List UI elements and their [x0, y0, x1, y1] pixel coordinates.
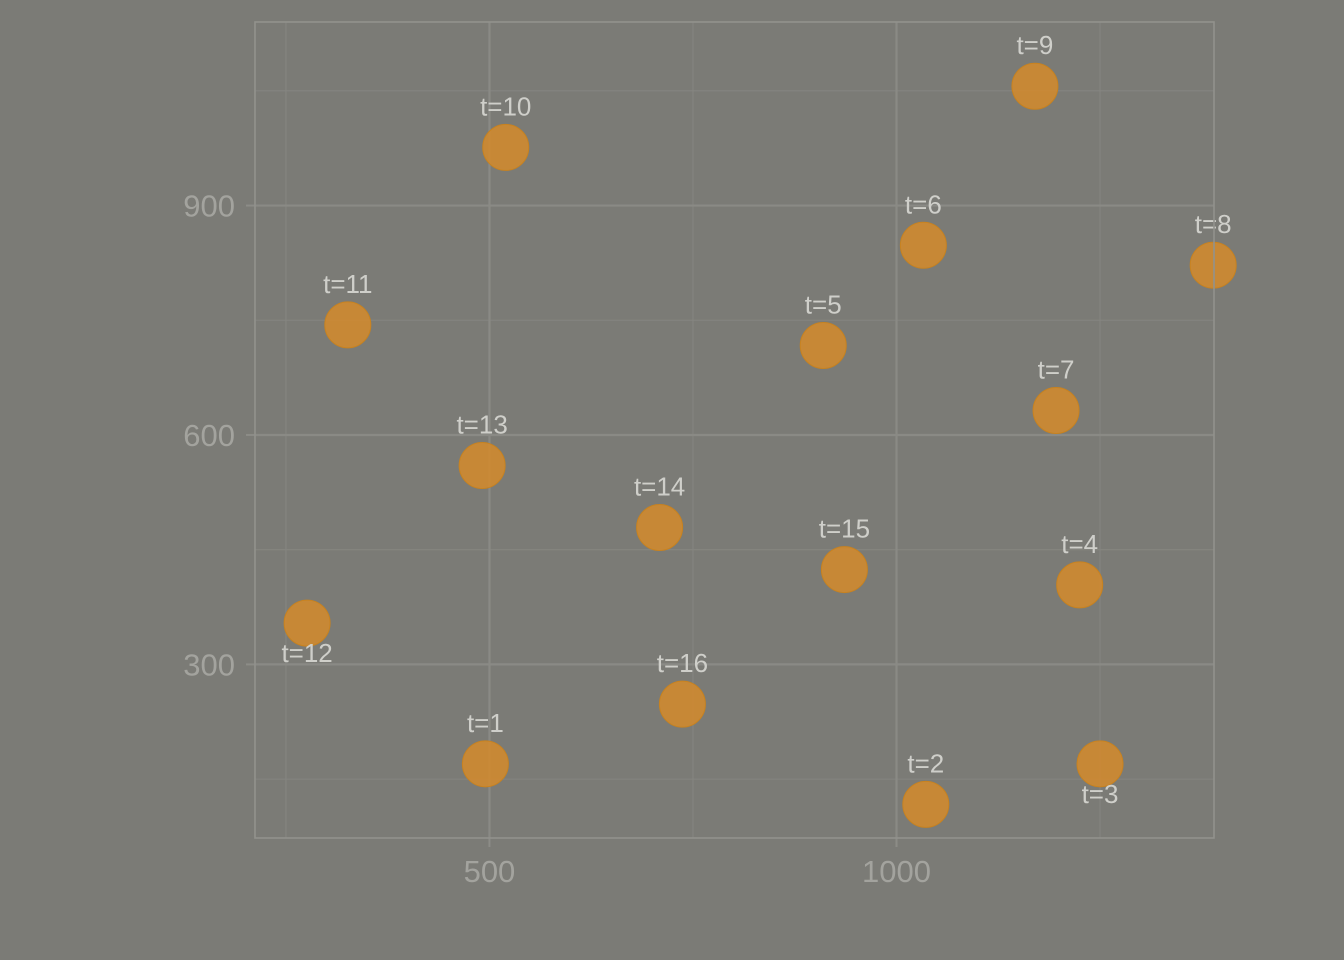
point-label: t=10 — [480, 91, 531, 121]
data-point — [324, 301, 372, 349]
data-point — [1011, 62, 1059, 110]
point-label: t=15 — [819, 514, 870, 544]
data-point — [820, 546, 868, 594]
data-point — [902, 780, 950, 828]
data-point — [1032, 386, 1080, 434]
point-label: t=2 — [907, 748, 944, 778]
axes: 500 1000 300 600 900 — [183, 189, 931, 889]
data-point — [1056, 561, 1104, 609]
grid — [255, 22, 1214, 838]
y-tick-label: 900 — [183, 189, 235, 224]
x-tick-label: 500 — [464, 854, 516, 889]
data-point — [1076, 740, 1124, 788]
data-point — [482, 123, 530, 171]
point-label: t=8 — [1195, 209, 1232, 239]
y-tick-label: 600 — [183, 418, 235, 453]
point-label: t=3 — [1082, 779, 1119, 809]
data-point — [1189, 241, 1237, 289]
point-label: t=13 — [456, 410, 507, 440]
data-point — [658, 680, 706, 728]
data-point — [799, 321, 847, 369]
point-label: t=9 — [1016, 30, 1053, 60]
data-point — [458, 442, 506, 490]
point-labels: t=1 t=2 t=3 t=4 t=5 t=6 t=7 t=8 t=9 t=10 t=11 t=12 t… — [281, 30, 1231, 809]
point-label: t=4 — [1061, 529, 1098, 559]
point-label: t=7 — [1038, 354, 1075, 384]
point-label: t=14 — [634, 472, 685, 502]
y-tick-label: 300 — [183, 647, 235, 682]
point-label: t=1 — [467, 708, 504, 738]
point-label: t=16 — [657, 648, 708, 678]
point-label: t=5 — [805, 289, 842, 319]
data-points — [283, 62, 1237, 828]
data-point — [283, 599, 331, 647]
x-tick-label: 1000 — [862, 854, 931, 889]
point-label: t=6 — [905, 189, 942, 219]
data-point — [899, 221, 947, 269]
data-point — [461, 740, 509, 788]
plot-panel-border — [254, 21, 1215, 839]
data-point — [636, 504, 684, 552]
point-label: t=11 — [323, 269, 372, 299]
point-label: t=12 — [281, 638, 332, 668]
